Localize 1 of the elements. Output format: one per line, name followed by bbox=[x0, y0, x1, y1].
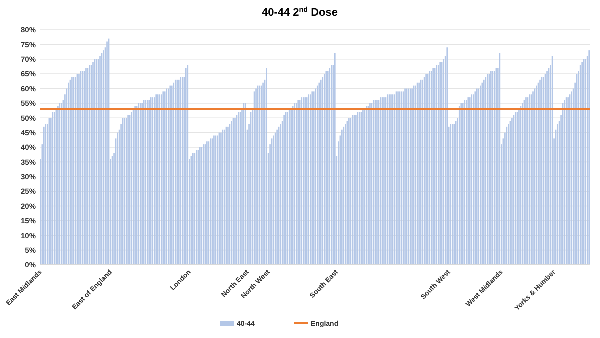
chart-title: 40-44 2$^{nd}$ Dose bbox=[262, 6, 338, 19]
